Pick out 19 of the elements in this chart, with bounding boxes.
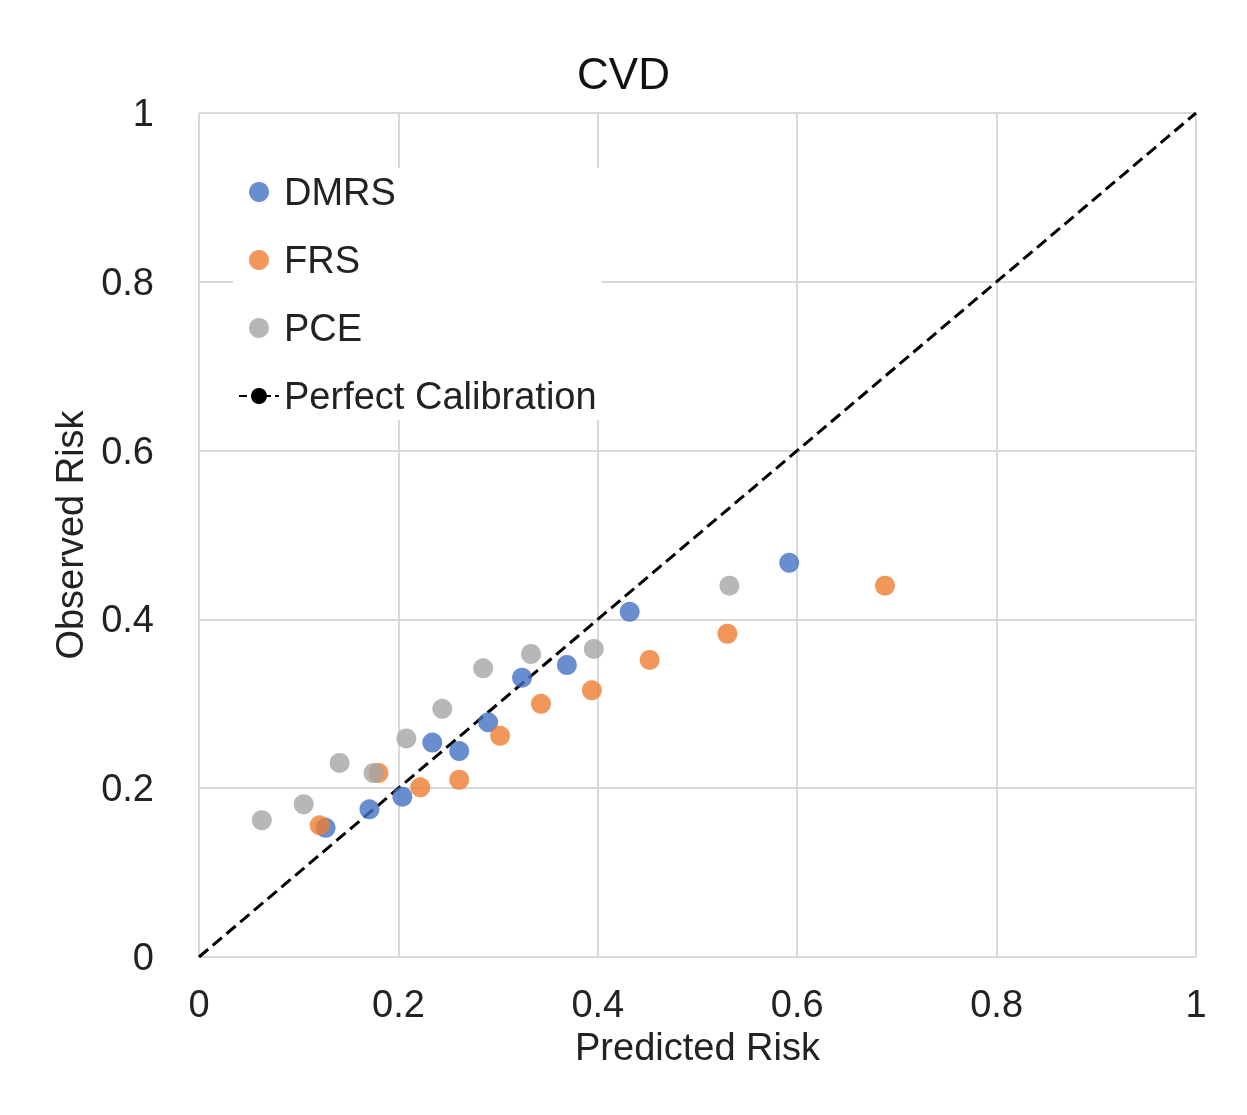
- x-tick-label: 0: [188, 983, 210, 1025]
- x-tick-label: 0.6: [770, 983, 824, 1025]
- x-tick-label: 0.4: [571, 983, 625, 1025]
- y-axis-title: Observed Risk: [49, 409, 91, 660]
- y-tick-label: 0.2: [101, 767, 154, 810]
- x-tick-label: 0.2: [371, 983, 425, 1025]
- y-tick-label: 0.8: [101, 260, 154, 303]
- y-tick-label: 0: [132, 936, 154, 978]
- legend-label: DMRS: [284, 171, 396, 213]
- legend-label: PCE: [284, 307, 363, 349]
- x-tick-label: 1: [1185, 983, 1207, 1025]
- legend-label: Perfect Calibration: [284, 375, 597, 417]
- y-tick-label: 1: [132, 92, 154, 134]
- x-axis-title: Predicted Risk: [575, 1025, 821, 1068]
- y-tick-label: 0.6: [101, 429, 154, 472]
- x-tick-label: 0.8: [970, 983, 1024, 1025]
- y-tick-label: 0.4: [101, 598, 154, 641]
- legend-label: FRS: [284, 239, 360, 281]
- chart-title: CVD: [577, 48, 670, 98]
